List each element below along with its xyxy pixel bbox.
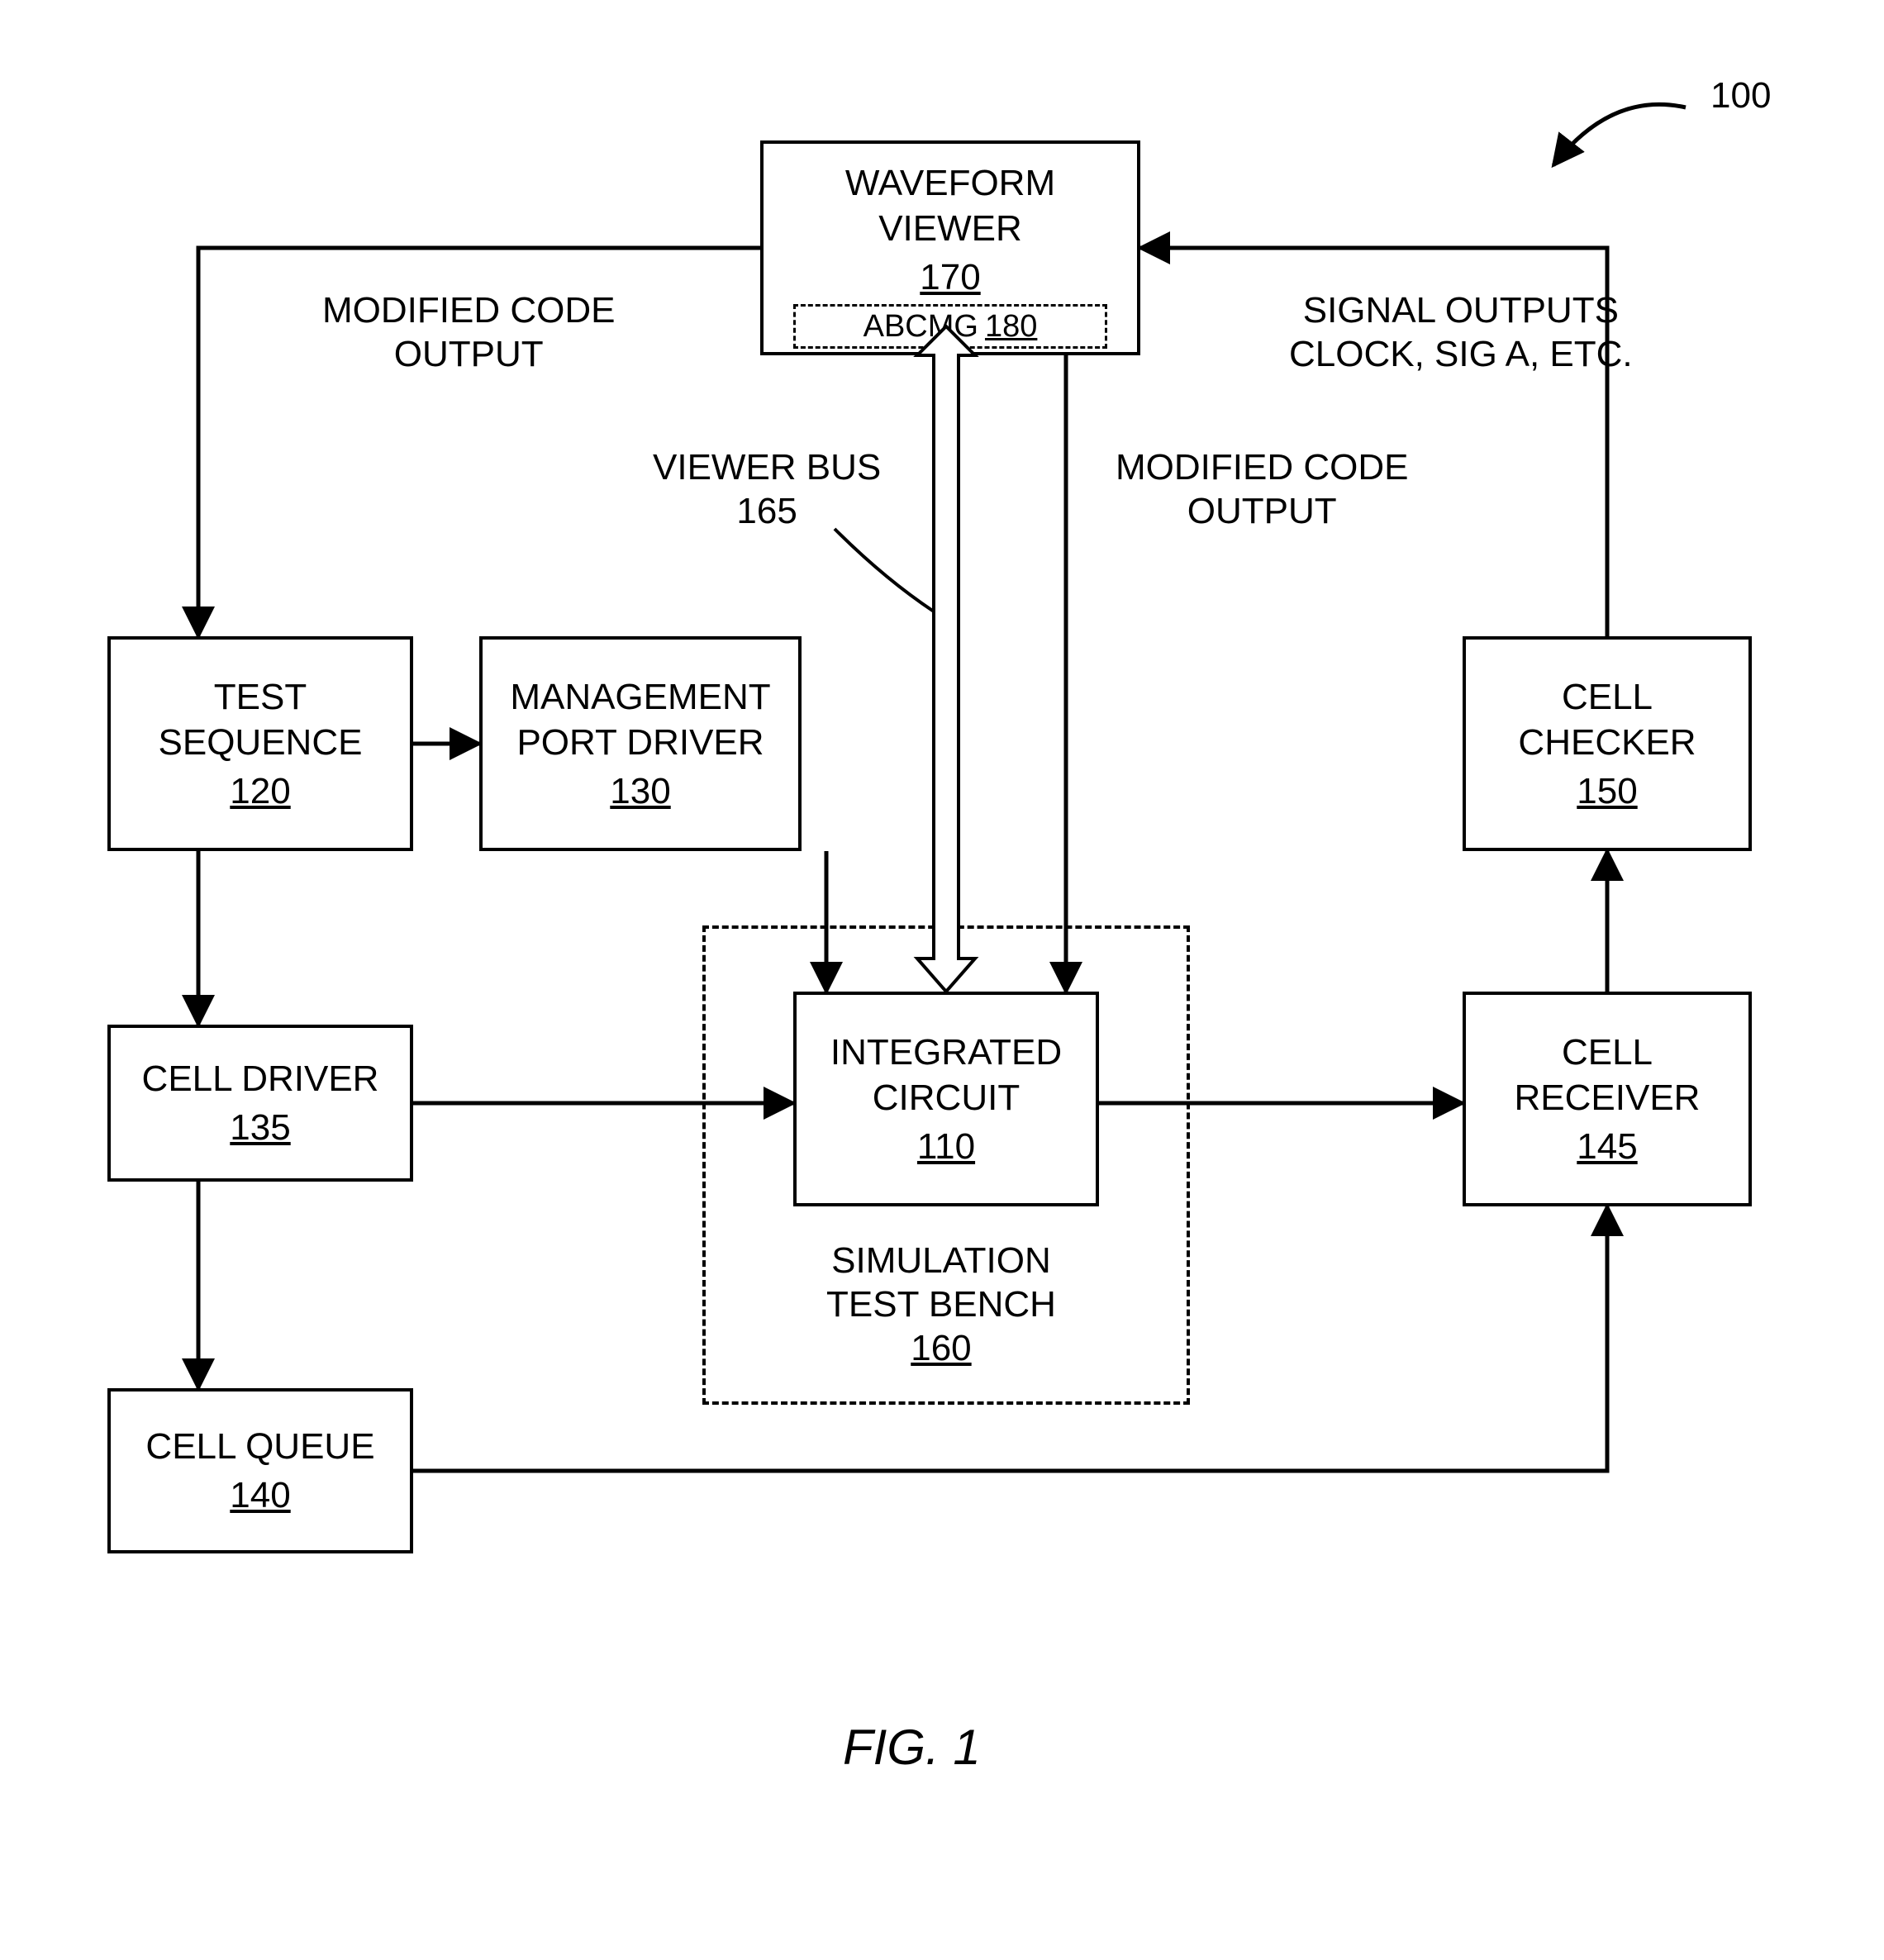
mgmt-port-driver-title: MANAGEMENT PORT DRIVER (510, 674, 770, 765)
cell-driver-title: CELL DRIVER (142, 1056, 379, 1101)
cell-driver-box: CELL DRIVER 135 (107, 1025, 413, 1182)
waveform-viewer-num: 170 (920, 255, 980, 300)
ref-100-label: 100 (1710, 74, 1771, 118)
figure-label: FIG. 1 (843, 1719, 981, 1776)
modified-code-output-left-label: MODIFIED CODE OUTPUT (322, 289, 615, 377)
abcmg-title: ABCMG (864, 309, 978, 345)
integrated-circuit-title: INTEGRATED CIRCUIT (830, 1030, 1062, 1120)
cell-queue-num: 140 (230, 1472, 290, 1518)
cell-receiver-box: CELL RECEIVER 145 (1463, 992, 1752, 1206)
waveform-viewer-title: WAVEFORM VIEWER (845, 160, 1055, 251)
integrated-circuit-box: INTEGRATED CIRCUIT 110 (793, 992, 1099, 1206)
mgmt-port-driver-num: 130 (610, 768, 670, 814)
cell-checker-box: CELL CHECKER 150 (1463, 636, 1752, 851)
abcmg-box: ABCMG 180 (793, 304, 1107, 349)
cell-driver-num: 135 (230, 1105, 290, 1150)
cell-receiver-num: 145 (1577, 1124, 1637, 1169)
cell-queue-title: CELL QUEUE (145, 1424, 374, 1469)
integrated-circuit-num: 110 (917, 1124, 975, 1169)
simulation-test-bench-label: SIMULATION TEST BENCH 160 (826, 1239, 1056, 1370)
cell-queue-box: CELL QUEUE 140 (107, 1388, 413, 1553)
diagram-canvas: 100 SIMULATION TEST BENCH 160 WAVEFORM V… (0, 0, 1884, 1960)
signal-outputs-label: SIGNAL OUTPUTS CLOCK, SIG A, ETC. (1289, 289, 1633, 377)
viewer-bus-label: VIEWER BUS 165 (653, 446, 881, 534)
test-sequence-num: 120 (230, 768, 290, 814)
modified-code-output-right-label: MODIFIED CODE OUTPUT (1116, 446, 1408, 534)
abcmg-num: 180 (985, 309, 1037, 345)
test-sequence-title: TEST SEQUENCE (159, 674, 363, 765)
test-sequence-box: TEST SEQUENCE 120 (107, 636, 413, 851)
cell-checker-title: CELL CHECKER (1518, 674, 1696, 765)
mgmt-port-driver-box: MANAGEMENT PORT DRIVER 130 (479, 636, 802, 851)
cell-receiver-title: CELL RECEIVER (1515, 1030, 1701, 1120)
cell-checker-num: 150 (1577, 768, 1637, 814)
